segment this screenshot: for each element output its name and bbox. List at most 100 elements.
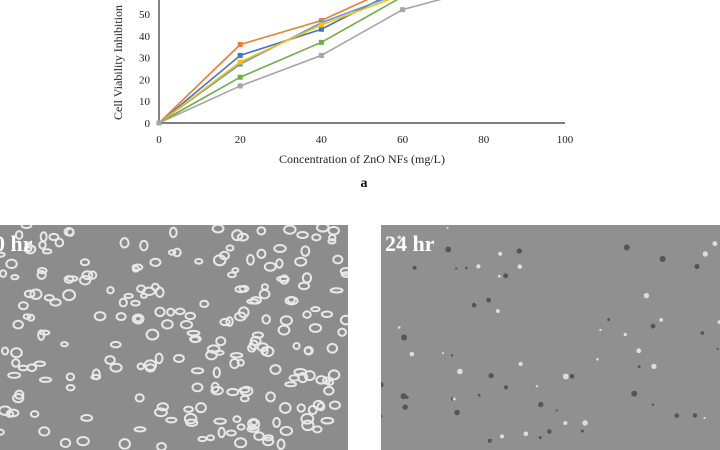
cell [643,292,650,299]
cell [39,329,51,336]
cell [227,271,237,279]
cell [38,426,51,437]
cell [154,352,164,365]
cell [80,413,94,422]
data-point-yellow [237,59,243,65]
data-point-blue [237,52,243,58]
cell [62,289,77,302]
cell [229,357,240,370]
cell [261,345,275,358]
cell [213,349,225,356]
cell [547,429,552,434]
y-tick-label: 30 [139,53,151,65]
cell [694,263,700,270]
cell [5,258,18,270]
cell [569,373,575,379]
cell [495,309,500,314]
cell [273,244,287,254]
cell [190,367,205,375]
cell [538,401,544,408]
cell [33,360,47,368]
cell [477,393,481,397]
cell [246,253,255,266]
cell [296,231,309,239]
cell [210,381,220,394]
cell [465,266,468,270]
cell [516,248,522,254]
cell [452,397,456,401]
cell [659,317,664,322]
cell [183,405,194,413]
cell [322,376,331,385]
cell [17,364,29,372]
cell [315,225,330,233]
cell [300,412,315,425]
cell [326,342,339,354]
cell [445,246,452,253]
cell [225,316,234,327]
cell [119,237,130,249]
cell [303,346,313,356]
cell [172,247,182,258]
cell [139,292,148,299]
cell [320,416,335,425]
cell [258,288,271,300]
cell [332,254,344,265]
cell [63,275,75,284]
x-tick-label: 60 [397,134,409,146]
cell [49,298,62,307]
cell [217,426,226,439]
cell [154,306,166,318]
cell [562,373,569,380]
cell [323,385,335,396]
cell [402,404,408,410]
cell [76,436,90,447]
cell [29,288,43,300]
cell [498,251,503,256]
cell [36,267,48,275]
cell [659,256,666,262]
cell [471,302,477,308]
cell [623,332,627,337]
cell [179,319,194,330]
cell [139,239,149,252]
cell [229,352,244,359]
data-point-green [237,74,243,80]
cell [65,227,75,237]
cell [339,314,348,326]
cell [503,273,509,279]
cell [284,381,298,388]
cell [261,314,271,325]
cell [104,355,116,365]
cell [307,404,318,416]
cell [43,294,55,302]
cell [239,394,250,403]
data-point-gray [318,52,324,58]
cell [703,416,706,419]
cell [256,248,267,259]
cell [277,324,291,336]
cell [249,335,262,346]
micrograph-label: 24 hr [385,231,435,256]
cell [41,248,53,255]
x-axis-label: Concentration of ZnO NFs (mg/L) [279,152,445,166]
cell [256,226,267,236]
data-point-orange [237,42,243,48]
cell [283,225,297,235]
cell [1,346,10,356]
cell [337,327,347,337]
cell [215,336,227,347]
cell [10,347,23,359]
cell [191,382,204,393]
cell [555,409,558,412]
cell [278,402,292,414]
y-tick-label: 20 [139,74,151,86]
cell [0,251,6,258]
cell [65,383,76,392]
cell [194,257,204,265]
cell [206,344,221,354]
cell [231,229,244,242]
cell [315,375,328,385]
micrograph-24hr: 24 hr [381,225,720,450]
cell [650,323,656,329]
